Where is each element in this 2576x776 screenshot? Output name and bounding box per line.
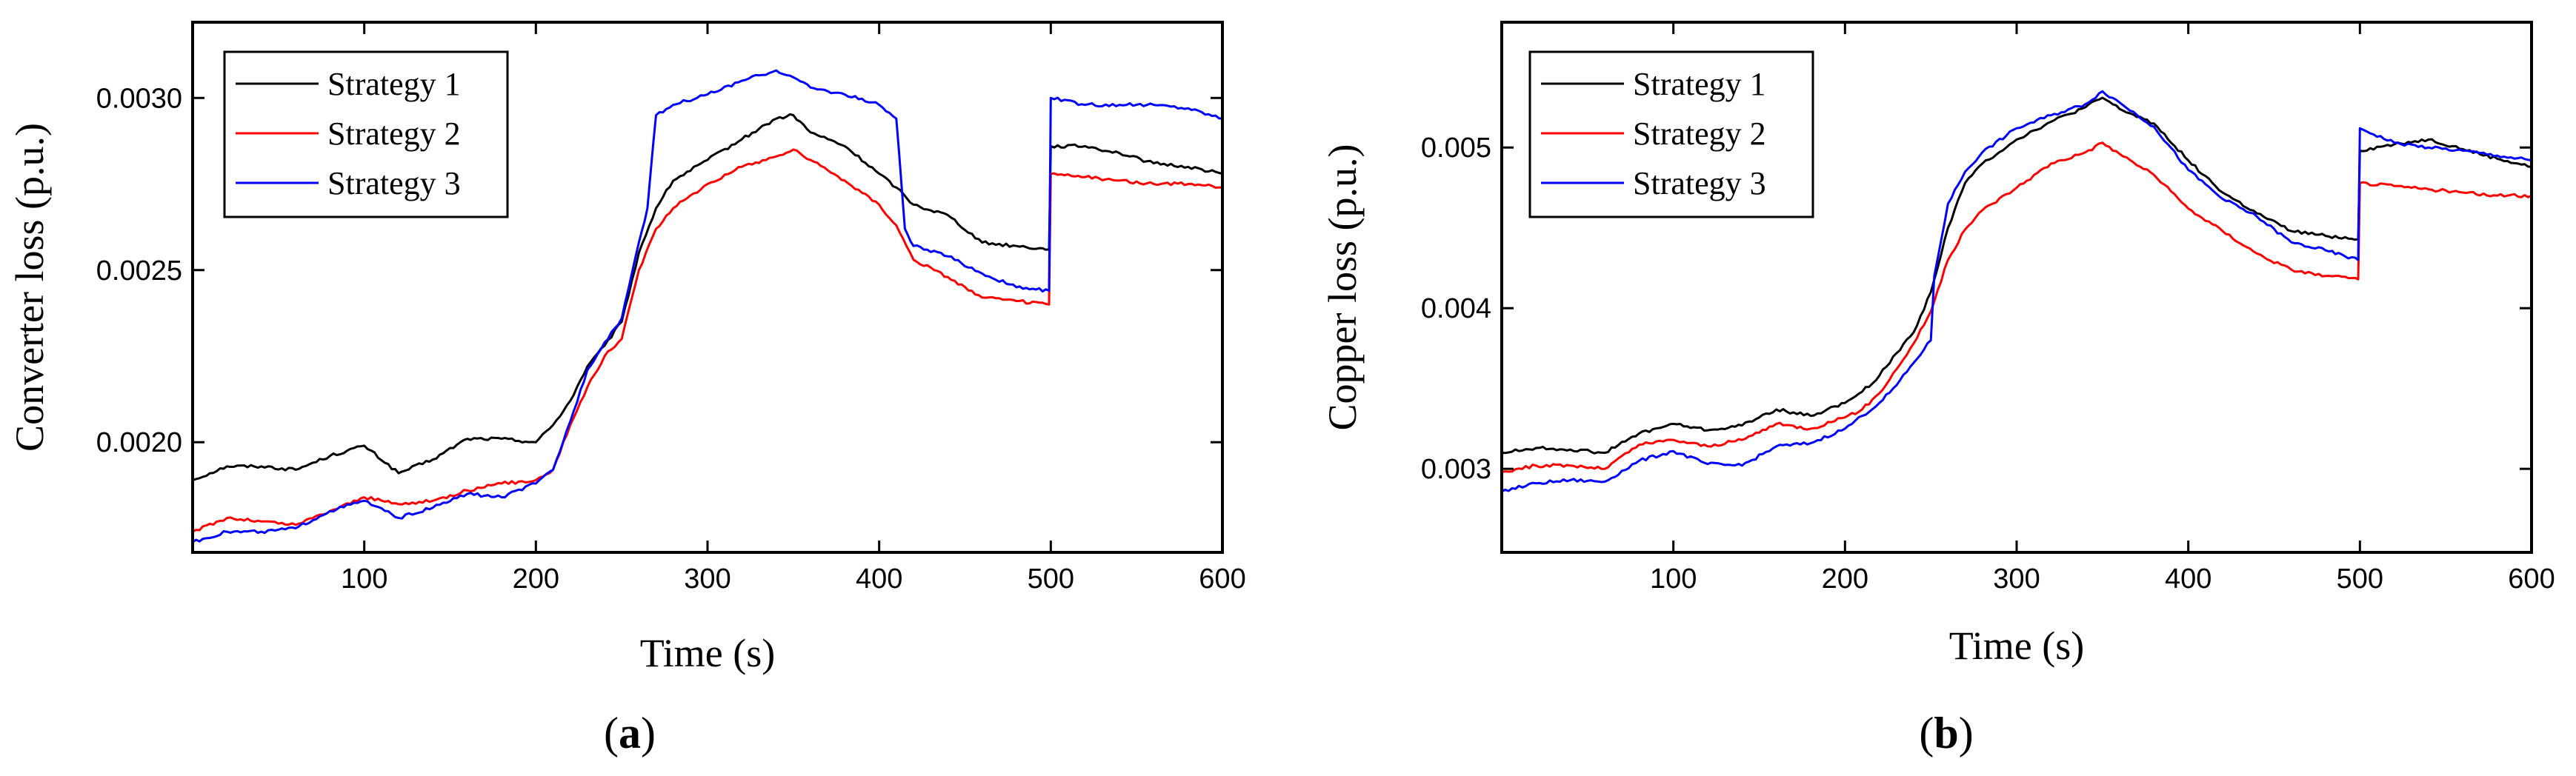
panel-b-y-ticks: 0.003 0.004 0.005 [1421, 133, 2532, 485]
panel-a-x-tick-label: 300 [684, 563, 730, 595]
panel-a-x-tick-label: 100 [341, 563, 387, 595]
panel-a-y-ticks: 0.0020 0.0025 0.0030 [96, 83, 1222, 458]
panel-a-series-3-line [192, 69, 1223, 543]
panel-b-label-close: ) [1959, 709, 1974, 757]
panel-a-legend-label-3: Strategy 3 [327, 165, 461, 201]
panel-a-series-group [192, 69, 1223, 543]
panel-b-x-ticks: 100 200 300 400 500 600 [1650, 22, 2555, 595]
panel-b-y-tick-label: 0.003 [1421, 454, 1491, 485]
panel-b-label-open: ( [1919, 709, 1934, 757]
panel-b-x-tick-label: 300 [1993, 563, 2040, 595]
panel-b-x-tick-label: 100 [1650, 563, 1697, 595]
panel-b-x-tick-label: 200 [1822, 563, 1868, 595]
panel-a-label: (a) [604, 709, 656, 757]
panel-b-series-3-line [1501, 90, 2532, 492]
panel-b-label-letter: b [1934, 709, 1958, 757]
panel-a-y-tick-label: 0.0020 [96, 427, 182, 458]
panel-a: 100 200 300 400 500 600 0.0020 0.0025 0.0030 St… [7, 21, 1246, 757]
panel-b-x-tick-label: 500 [2337, 563, 2383, 595]
panel-b-legend: Strategy 1 Strategy 2 Strategy 3 [1528, 50, 1814, 218]
panel-a-y-tick-label: 0.0030 [96, 83, 182, 114]
panel-a-y-tick-label: 0.0025 [96, 255, 182, 287]
panel-a-label-close: ) [641, 709, 656, 757]
panel-a-x-tick-label: 400 [856, 563, 902, 595]
panel-b-y-tick-label: 0.005 [1421, 133, 1491, 164]
panel-a-legend: Strategy 1 Strategy 2 Strategy 3 [223, 50, 509, 218]
panel-a-legend-label-1: Strategy 1 [327, 66, 461, 102]
panel-a-x-tick-label: 600 [1199, 563, 1245, 595]
panel-a-legend-label-2: Strategy 2 [327, 116, 461, 152]
panel-b-y-axis-title: Copper loss (p.u.) [1320, 144, 1365, 431]
panel-b-x-tick-label: 400 [2165, 563, 2211, 595]
panel-b-label: (b) [1919, 709, 1973, 757]
panel-a-x-ticks: 100 200 300 400 500 600 [341, 22, 1246, 595]
panel-b: 100 200 300 400 500 600 0.003 0.004 0.005 Strat… [1320, 21, 2555, 757]
panel-b-x-axis-title: Time (s) [1949, 623, 2085, 668]
panel-b-legend-label-3: Strategy 3 [1633, 165, 1766, 201]
panel-b-legend-label-1: Strategy 1 [1633, 66, 1766, 102]
panel-b-x-tick-label: 600 [2508, 563, 2555, 595]
panel-b-series-group [1501, 90, 2532, 492]
panel-a-y-axis-title: Converter loss (p.u.) [7, 123, 52, 452]
panel-a-label-letter: a [619, 709, 641, 757]
panel-a-x-tick-label: 500 [1028, 563, 1074, 595]
panel-b-y-tick-label: 0.004 [1421, 293, 1491, 324]
panel-a-x-tick-label: 200 [513, 563, 559, 595]
panel-a-label-open: ( [604, 709, 619, 757]
panel-b-legend-label-2: Strategy 2 [1633, 116, 1766, 152]
panel-a-x-axis-title: Time (s) [640, 631, 776, 675]
